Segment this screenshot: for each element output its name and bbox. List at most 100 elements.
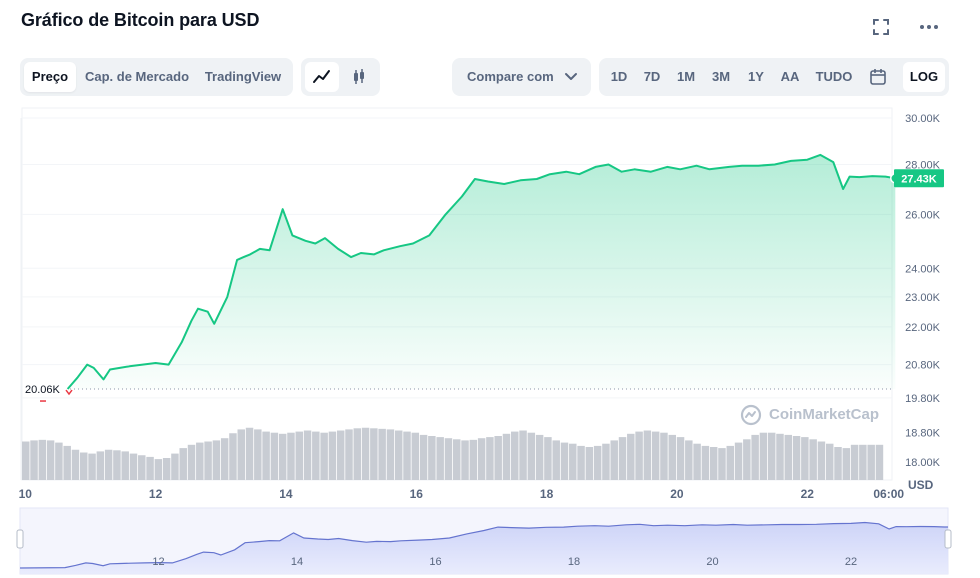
line-chart-icon[interactable] (305, 62, 339, 92)
navigator-handle-left[interactable] (16, 529, 24, 549)
volume-bar (859, 444, 867, 480)
volume-bar (767, 432, 776, 480)
navigator-tick-label: 22 (845, 556, 857, 568)
y-tick-label: 30.00K (905, 113, 941, 125)
volume-bar (436, 437, 444, 480)
volume-bar (270, 432, 279, 480)
coinmarketcap-logo-icon (740, 404, 762, 426)
x-tick-label: 10 (19, 487, 33, 501)
volume-bar (96, 451, 105, 480)
volume-bar (278, 433, 287, 480)
navigator-tick-label: 16 (429, 556, 441, 568)
y-tick-label: 26.00K (905, 209, 941, 221)
volume-bar (146, 456, 154, 480)
y-tick-label: 19.80K (905, 393, 941, 405)
range-aa[interactable]: AA (780, 69, 800, 84)
log-scale-toggle[interactable]: LOG (903, 62, 945, 92)
volume-bar (403, 431, 411, 480)
candlestick-icon[interactable] (342, 62, 376, 92)
range-3m[interactable]: 3M (711, 69, 731, 84)
volume-bar (618, 437, 627, 480)
volume-bar (709, 447, 718, 480)
volume-bar (494, 436, 502, 480)
volume-bar (776, 433, 784, 480)
chevron-down-icon (565, 73, 577, 80)
volume-bar (419, 434, 428, 480)
volume-bar (353, 428, 362, 480)
volume-bar (113, 450, 121, 480)
price-area (67, 154, 896, 389)
volume-bar (187, 444, 196, 480)
range-1y[interactable]: 1Y (748, 69, 764, 84)
navigator-tick-label: 12 (152, 556, 164, 568)
volume-bar (461, 440, 469, 480)
volume-bar (55, 442, 63, 480)
volume-bar (121, 451, 129, 480)
compare-label: Compare com (467, 69, 554, 84)
volume-bar (585, 447, 594, 480)
volume-bar (693, 443, 701, 480)
volume-bar (643, 430, 652, 480)
volume-bar (196, 442, 204, 480)
range-7d[interactable]: 7D (643, 69, 661, 84)
volume-bar (552, 440, 560, 480)
y-tick-label: 23.00K (905, 292, 941, 304)
volume-bar (361, 427, 370, 480)
x-tick-label: 06:00 (873, 487, 904, 501)
x-tick-label: 14 (279, 487, 293, 501)
volume-bar (660, 432, 668, 480)
volume-bar (577, 445, 585, 480)
volume-bar (801, 437, 809, 480)
tab-price[interactable]: Preço (24, 62, 76, 92)
volume-bar (850, 444, 859, 480)
volume-bar (370, 428, 378, 480)
tab-tradingview[interactable]: TradingView (204, 69, 282, 84)
volume-bar (519, 430, 527, 480)
navigator-handle-right[interactable] (944, 529, 952, 549)
volume-bar (511, 431, 519, 480)
range-1m[interactable]: 1M (676, 69, 696, 84)
volume-bar (834, 447, 842, 480)
volume-bar (701, 445, 710, 480)
volume-bar (751, 434, 759, 480)
navigator-tick-label: 18 (568, 556, 580, 568)
y-tick-label: 18.80K (905, 428, 941, 440)
volume-bar (759, 432, 768, 480)
volume-bar (809, 439, 817, 480)
fullscreen-icon[interactable] (870, 16, 892, 38)
volume-bar (254, 429, 262, 480)
volume-bar (22, 441, 30, 480)
calendar-icon[interactable] (863, 62, 893, 92)
volume-bar (30, 440, 38, 480)
volume-bars (22, 427, 884, 480)
volume-bar (602, 443, 610, 480)
volume-bar (63, 445, 71, 480)
volume-bar (668, 434, 676, 480)
volume-bar (237, 429, 245, 480)
tab-market-cap[interactable]: Cap. de Mercado (84, 69, 190, 84)
volume-bar (792, 436, 801, 480)
more-horizontal-icon[interactable] (918, 16, 940, 38)
y-tick-label: 22.00K (905, 322, 941, 334)
volume-bar (320, 432, 328, 480)
volume-bar (328, 431, 337, 480)
current-price-badge (894, 169, 944, 188)
y-tick-label: 28.00K (905, 159, 941, 171)
watermark-text: CoinMarketCap (769, 406, 880, 423)
range-all[interactable]: TUDO (815, 69, 853, 84)
navigator-tick-label: 14 (291, 556, 303, 568)
x-tick-label: 12 (149, 487, 163, 501)
volume-bar (394, 430, 403, 480)
volume-bar (784, 434, 793, 480)
range-1d[interactable]: 1D (610, 69, 628, 84)
volume-bar (38, 439, 47, 480)
compare-dropdown[interactable]: Compare com (452, 58, 591, 96)
x-tick-label: 16 (410, 487, 424, 501)
start-price-label: 20.06K (25, 384, 61, 396)
volume-bar (295, 431, 304, 480)
volume-bar (743, 439, 751, 480)
volume-bar (204, 441, 212, 480)
volume-bar (220, 438, 229, 480)
y-tick-label: 20.80K (905, 360, 941, 372)
